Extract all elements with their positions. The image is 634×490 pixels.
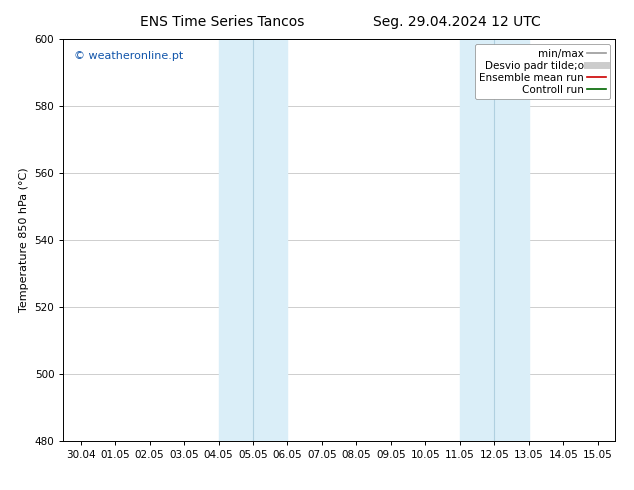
- Text: ENS Time Series Tancos: ENS Time Series Tancos: [139, 15, 304, 29]
- Bar: [219, 39, 287, 441]
- Y-axis label: Temperature 850 hPa (°C): Temperature 850 hPa (°C): [19, 168, 29, 313]
- Legend: min/max, Desvio padr tilde;o, Ensemble mean run, Controll run: min/max, Desvio padr tilde;o, Ensemble m…: [475, 45, 610, 99]
- Text: Seg. 29.04.2024 12 UTC: Seg. 29.04.2024 12 UTC: [373, 15, 540, 29]
- Text: © weatheronline.pt: © weatheronline.pt: [74, 51, 184, 61]
- Bar: [460, 39, 529, 441]
